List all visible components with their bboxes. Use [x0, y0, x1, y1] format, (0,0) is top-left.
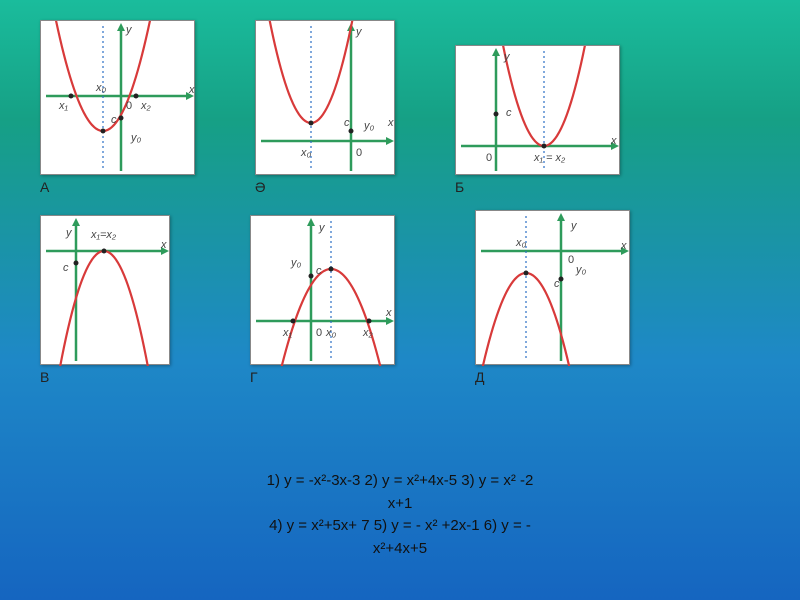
- graph-b: y x 0 c x₁ = x₂: [455, 45, 620, 175]
- graph-g-wrap: y x 0 y₀ c x₁ x₀ x₂ Г: [250, 215, 395, 385]
- label-b: Б: [455, 179, 464, 195]
- svg-text:y: y: [570, 220, 578, 232]
- svg-text:c: c: [111, 114, 117, 126]
- svg-text:c: c: [554, 278, 560, 290]
- svg-text:c: c: [506, 107, 512, 119]
- label-ae: Ә: [255, 179, 266, 195]
- label-v: В: [40, 369, 49, 385]
- eq-line-1: 1) y = -x²-3x-3 2) y = x²+4x-5 3) y = x²…: [0, 470, 800, 493]
- graph-d: y x 0 x₀ y₀ c: [475, 210, 630, 365]
- eq-line-4: x²+4x+5: [0, 538, 800, 561]
- svg-text:0: 0: [568, 254, 574, 266]
- row-top: yx0x₀x₁x₂cy₀ А yx0cx₀y₀ Ә yx0cx₁ = x₂ Б: [0, 0, 800, 195]
- svg-text:x₁: x₁: [58, 100, 69, 112]
- graph-ae: y x 0 c x₀ y₀: [255, 20, 395, 175]
- eq-line-2: x+1: [0, 493, 800, 516]
- svg-text:x₀: x₀: [95, 82, 107, 94]
- svg-text:y₀: y₀: [363, 120, 375, 132]
- svg-text:x₁ = x₂: x₁ = x₂: [533, 152, 566, 164]
- eq-line-3: 4) y = x²+5x+ 7 5) y = - x² +2x-1 6) y =…: [0, 515, 800, 538]
- svg-text:x: x: [387, 117, 394, 129]
- graph-v: y x x₁=x₂ c: [40, 215, 170, 365]
- svg-text:x₀: x₀: [300, 147, 312, 159]
- svg-text:x: x: [160, 239, 167, 251]
- svg-text:0: 0: [486, 152, 492, 164]
- svg-text:0: 0: [126, 100, 132, 112]
- svg-text:y₀: y₀: [130, 132, 142, 144]
- svg-text:y: y: [318, 222, 326, 234]
- svg-text:x₂: x₂: [362, 327, 374, 339]
- label-d: Д: [475, 369, 484, 385]
- svg-text:x₂: x₂: [140, 100, 152, 112]
- svg-text:c: c: [344, 117, 350, 129]
- graph-a: y x 0 x₀ x₁ x₂ c y₀: [40, 20, 195, 175]
- svg-text:y: y: [503, 51, 511, 63]
- svg-text:y: y: [65, 227, 73, 239]
- svg-text:0: 0: [356, 147, 362, 159]
- svg-text:y: y: [355, 26, 363, 38]
- svg-text:c: c: [316, 265, 322, 277]
- row-bottom: yxx₁=x₂c В yx0y₀cx₁x₀x₂ Г yx0x₀y₀c Д: [0, 195, 800, 385]
- graph-ae-wrap: y x 0 c x₀ y₀ Ә: [255, 20, 395, 195]
- graph-d-wrap: y x 0 x₀ y₀ c Д: [475, 210, 630, 385]
- svg-text:x₁: x₁: [282, 327, 293, 339]
- graph-b-wrap: y x 0 c x₁ = x₂ Б: [455, 45, 620, 195]
- graph-g: y x 0 y₀ c x₁ x₀ x₂: [250, 215, 395, 365]
- svg-text:x: x: [620, 240, 627, 252]
- graph-v-wrap: y x x₁=x₂ c В: [40, 215, 170, 385]
- svg-text:y₀: y₀: [290, 257, 302, 269]
- svg-text:x₀: x₀: [515, 237, 527, 249]
- svg-text:0: 0: [316, 327, 322, 339]
- svg-text:c: c: [63, 262, 69, 274]
- svg-text:x₁=x₂: x₁=x₂: [90, 229, 117, 241]
- equations-block: 1) y = -x²-3x-3 2) y = x²+4x-5 3) y = x²…: [0, 470, 800, 560]
- label-g: Г: [250, 369, 258, 385]
- svg-text:x: x: [188, 84, 195, 96]
- svg-text:x: x: [385, 307, 392, 319]
- label-a: А: [40, 179, 49, 195]
- svg-text:x₀: x₀: [325, 327, 337, 339]
- svg-text:y₀: y₀: [575, 264, 587, 276]
- svg-text:x: x: [610, 135, 617, 147]
- graph-a-wrap: y x 0 x₀ x₁ x₂ c y₀ А: [40, 20, 195, 195]
- svg-text:y: y: [125, 24, 133, 36]
